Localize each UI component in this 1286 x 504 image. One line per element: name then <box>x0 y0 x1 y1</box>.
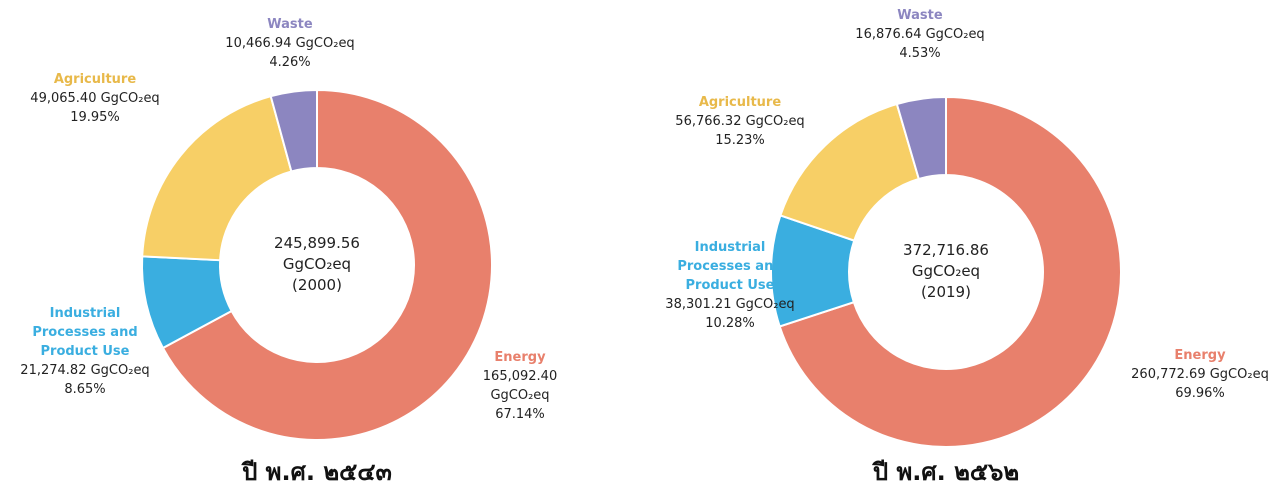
center-label: 372,716.86 GgCO₂eq (2019) <box>866 240 1026 303</box>
value-label: 260,772.69 GgCO₂eq <box>1131 367 1269 382</box>
segment-label: Industrial Processes and Product Use 21,2… <box>0 304 170 399</box>
category-name: Industrial Processes and Product Use <box>32 306 138 359</box>
donut-segment <box>161 88 493 441</box>
donut-segment <box>895 95 947 181</box>
category-name: Agriculture <box>53 72 137 87</box>
percent-label: 8.65% <box>64 382 106 397</box>
segment-label: Industrial Processes and Product Use 38,3… <box>640 238 820 333</box>
segment-label: Agriculture 49,065.40 GgCO₂eq 19.95% <box>20 70 170 127</box>
category-name: Agriculture <box>698 95 782 110</box>
category-name: Waste <box>897 8 943 23</box>
center-line: GgCO₂eq <box>282 255 352 273</box>
segment-label: Energy 165,092.40 GgCO₂eq 67.14% <box>455 348 585 424</box>
value-label: 16,876.64 GgCO₂eq <box>855 27 985 42</box>
center-line: 372,716.86 <box>903 241 989 259</box>
segment-label: Agriculture 56,766.32 GgCO₂eq 15.23% <box>660 93 820 150</box>
center-line: (2000) <box>292 276 342 294</box>
donut-segment <box>141 94 293 262</box>
segment-label: Waste 16,876.64 GgCO₂eq 4.53% <box>840 6 1000 63</box>
category-name: Energy <box>494 350 546 365</box>
percent-label: 4.53% <box>899 46 941 61</box>
center-label: 245,899.56 GgCO₂eq (2000) <box>237 233 397 296</box>
category-name: Waste <box>267 17 313 32</box>
center-line: GgCO₂eq <box>911 262 981 280</box>
donut-segment <box>778 95 1122 448</box>
center-line: 245,899.56 <box>274 234 360 252</box>
percent-label: 15.23% <box>715 133 765 148</box>
value-label: 38,301.21 GgCO₂eq <box>665 297 795 312</box>
chart-title: ปี พ.ศ. ๒๕๔๓ <box>242 458 392 486</box>
category-name: Industrial Processes and Product Use <box>677 240 783 293</box>
value-label: 165,092.40 GgCO₂eq <box>482 369 558 403</box>
percent-label: 19.95% <box>70 110 120 125</box>
center-line: (2019) <box>921 283 971 301</box>
value-label: 49,065.40 GgCO₂eq <box>30 91 160 106</box>
percent-label: 67.14% <box>495 407 545 422</box>
segment-label: Waste 10,466.94 GgCO₂eq 4.26% <box>210 15 370 72</box>
value-label: 10,466.94 GgCO₂eq <box>225 36 355 51</box>
percent-label: 69.96% <box>1175 386 1225 401</box>
category-name: Energy <box>1174 348 1226 363</box>
percent-label: 10.28% <box>705 316 755 331</box>
percent-label: 4.26% <box>269 55 311 70</box>
segment-label: Energy 260,772.69 GgCO₂eq 69.96% <box>1105 346 1286 403</box>
donut-segment <box>269 88 318 173</box>
chart-title: ปี พ.ศ. ๒๕๖๒ <box>872 458 1020 486</box>
value-label: 56,766.32 GgCO₂eq <box>675 114 805 129</box>
value-label: 21,274.82 GgCO₂eq <box>20 363 150 378</box>
